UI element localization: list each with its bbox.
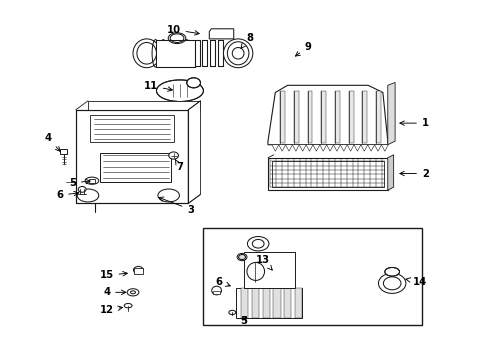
Polygon shape	[267, 158, 387, 190]
Ellipse shape	[238, 255, 245, 260]
Polygon shape	[387, 82, 394, 145]
Polygon shape	[285, 145, 292, 151]
Bar	[76, 110, 188, 203]
Bar	[100, 153, 171, 182]
Polygon shape	[293, 91, 298, 143]
Ellipse shape	[211, 286, 221, 295]
Polygon shape	[334, 91, 339, 143]
Polygon shape	[387, 155, 393, 190]
Polygon shape	[236, 288, 302, 318]
Text: 5: 5	[69, 178, 90, 188]
Polygon shape	[305, 145, 312, 151]
Ellipse shape	[168, 152, 178, 159]
Text: 1: 1	[399, 118, 428, 128]
Bar	[194, 40, 199, 66]
Text: 14: 14	[405, 276, 426, 287]
Ellipse shape	[228, 310, 235, 315]
Bar	[210, 40, 215, 66]
Ellipse shape	[124, 303, 132, 308]
Polygon shape	[251, 288, 259, 318]
Polygon shape	[280, 91, 285, 143]
Text: 7: 7	[175, 159, 183, 172]
Text: 5: 5	[240, 316, 246, 326]
Ellipse shape	[186, 78, 200, 88]
Polygon shape	[348, 91, 353, 143]
Polygon shape	[321, 91, 325, 143]
Text: 6: 6	[56, 190, 78, 200]
Polygon shape	[374, 145, 381, 151]
Bar	[194, 40, 199, 66]
Bar	[202, 40, 207, 66]
Text: 8: 8	[241, 33, 252, 48]
Ellipse shape	[77, 189, 99, 202]
Text: 13: 13	[256, 255, 272, 270]
Polygon shape	[326, 145, 333, 151]
Ellipse shape	[247, 237, 268, 251]
Polygon shape	[319, 145, 326, 151]
Polygon shape	[294, 288, 302, 318]
Bar	[218, 40, 223, 66]
Ellipse shape	[223, 39, 252, 68]
Bar	[88, 179, 95, 183]
Ellipse shape	[237, 253, 246, 261]
Polygon shape	[340, 145, 346, 151]
Polygon shape	[333, 145, 340, 151]
Bar	[90, 115, 173, 142]
Polygon shape	[209, 29, 233, 39]
Bar	[213, 291, 220, 294]
Bar	[218, 40, 223, 66]
Text: 11: 11	[143, 81, 172, 91]
Polygon shape	[367, 145, 374, 151]
Polygon shape	[362, 91, 366, 143]
Polygon shape	[307, 91, 312, 143]
Ellipse shape	[133, 39, 160, 68]
Ellipse shape	[246, 262, 264, 280]
Bar	[203, 228, 421, 325]
Polygon shape	[278, 145, 285, 151]
Polygon shape	[188, 101, 200, 203]
Polygon shape	[241, 288, 248, 318]
Text: 6: 6	[215, 276, 230, 287]
Polygon shape	[262, 288, 269, 318]
Bar	[202, 40, 207, 66]
Text: 3: 3	[159, 197, 194, 215]
Polygon shape	[312, 145, 319, 151]
Text: 2: 2	[399, 168, 428, 179]
Polygon shape	[360, 145, 367, 151]
Polygon shape	[76, 110, 188, 203]
Polygon shape	[271, 145, 278, 151]
Ellipse shape	[127, 289, 139, 296]
Polygon shape	[273, 288, 280, 318]
Ellipse shape	[85, 177, 99, 184]
Polygon shape	[267, 85, 387, 145]
Polygon shape	[284, 288, 291, 318]
Bar	[271, 161, 383, 187]
Polygon shape	[353, 145, 360, 151]
Polygon shape	[155, 40, 194, 67]
Polygon shape	[88, 101, 200, 110]
Ellipse shape	[158, 189, 179, 202]
Ellipse shape	[378, 273, 405, 293]
Ellipse shape	[133, 266, 143, 274]
Polygon shape	[346, 145, 353, 151]
Bar	[134, 268, 143, 274]
Polygon shape	[381, 145, 387, 151]
Ellipse shape	[384, 267, 399, 276]
Text: 4: 4	[103, 287, 125, 297]
Polygon shape	[243, 252, 294, 288]
Polygon shape	[292, 145, 299, 151]
Text: 10: 10	[166, 24, 199, 35]
Text: 12: 12	[100, 305, 122, 315]
Polygon shape	[375, 91, 380, 143]
Bar	[60, 149, 67, 154]
Ellipse shape	[78, 186, 86, 192]
Ellipse shape	[156, 80, 203, 102]
Polygon shape	[299, 145, 305, 151]
Ellipse shape	[168, 33, 185, 44]
Bar	[210, 40, 215, 66]
Text: 15: 15	[100, 270, 127, 280]
Text: 9: 9	[295, 42, 311, 56]
Text: 4: 4	[44, 132, 60, 151]
